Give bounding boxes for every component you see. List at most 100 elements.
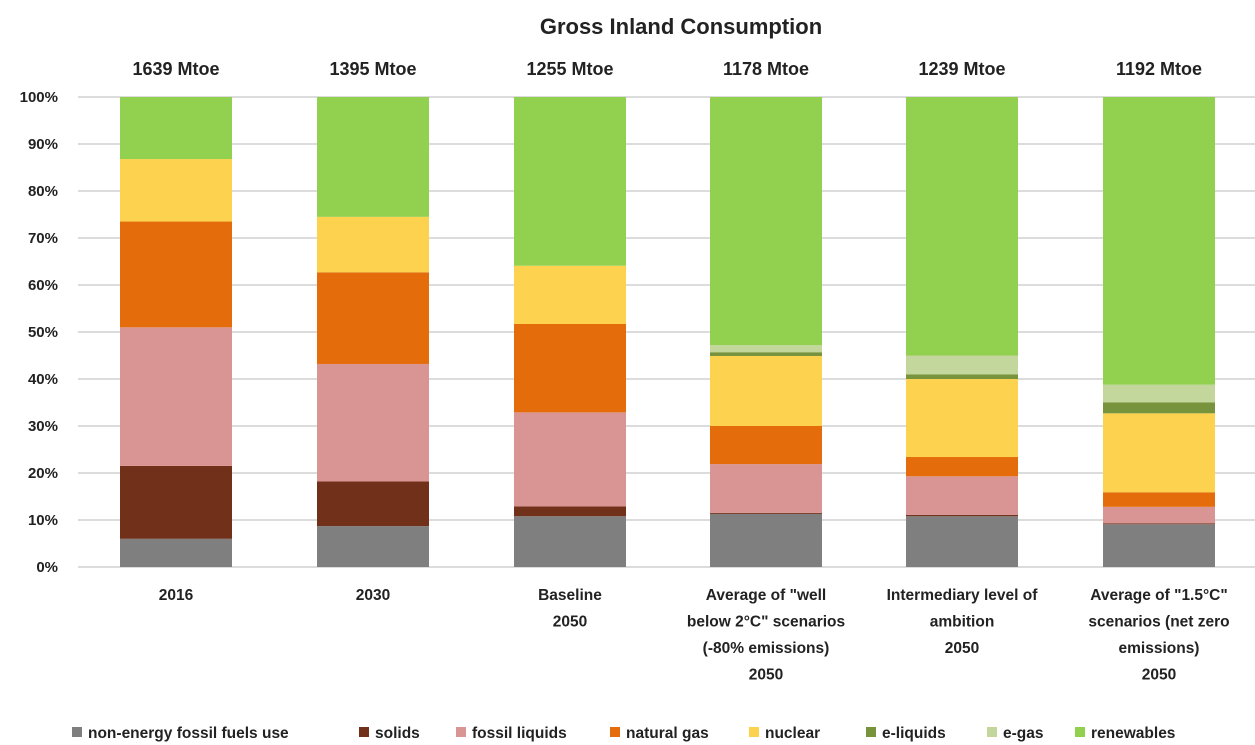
bar-totals: 1639 Mtoe 1395 Mtoe 1255 Mtoe 1178 Mtoe 1239…	[132, 59, 1202, 79]
legend-item: fossil liquids	[456, 725, 567, 742]
bar-segment	[710, 512, 822, 514]
legend-item: non-energy fossil fuels use	[72, 725, 289, 742]
legend-swatch	[866, 727, 876, 737]
bar-segment	[906, 514, 1018, 517]
bar-segment	[514, 265, 626, 325]
legend: non-energy fossil fuels use solids fossil …	[72, 725, 1175, 742]
x-category-label: 2016	[159, 587, 194, 604]
bar-segment	[710, 345, 822, 353]
bar-segment	[514, 506, 626, 517]
y-tick-label: 20%	[28, 465, 58, 482]
bar-segment	[906, 379, 1018, 458]
legend-swatch	[749, 727, 759, 737]
bar-total-label: 1639 Mtoe	[132, 59, 219, 79]
bar-stack	[120, 97, 232, 567]
legend-label: natural gas	[626, 725, 709, 742]
bar-segment	[906, 355, 1018, 375]
y-tick-label: 80%	[28, 183, 58, 200]
legend-label: e-liquids	[882, 725, 946, 742]
y-tick-label: 30%	[28, 418, 58, 435]
legend-label: solids	[375, 725, 420, 742]
x-category-label: Baseline 2050	[538, 587, 602, 631]
bar-stack	[1103, 97, 1215, 567]
bar-segment	[120, 159, 232, 222]
legend-swatch	[610, 727, 620, 737]
bar-segment	[1103, 413, 1215, 493]
y-tick-label: 40%	[28, 371, 58, 388]
bar-segment	[317, 97, 429, 217]
bar-total-label: 1239 Mtoe	[918, 59, 1005, 79]
bar-segment	[906, 97, 1018, 356]
bar-segment	[1103, 402, 1215, 414]
legend-label: renewables	[1091, 725, 1175, 742]
legend-label: e-gas	[1003, 725, 1044, 742]
legend-swatch	[456, 727, 466, 737]
legend-label: non-energy fossil fuels use	[88, 725, 289, 742]
y-tick-label: 0%	[36, 559, 58, 576]
y-tick-label: 90%	[28, 136, 58, 153]
bar-segment	[710, 355, 822, 426]
bar-segment	[120, 221, 232, 328]
legend-swatch	[72, 727, 82, 737]
bar-segment	[514, 516, 626, 567]
bar-segment	[710, 426, 822, 465]
x-category-label: Average of "1.5°C" scenarios (net zero emi…	[1088, 587, 1229, 684]
bar-stack	[710, 97, 822, 567]
bar-segment	[710, 352, 822, 356]
bar-stack	[317, 97, 429, 567]
bar-segment	[120, 465, 232, 539]
bar-segment	[710, 464, 822, 513]
legend-item: natural gas	[610, 725, 709, 742]
bar-segment	[317, 216, 429, 273]
bar-segment	[1103, 524, 1215, 567]
bar-segment	[317, 526, 429, 567]
legend-item: renewables	[1075, 725, 1175, 742]
bar-segment	[120, 538, 232, 567]
bar-segment	[514, 97, 626, 266]
y-tick-label: 10%	[28, 512, 58, 529]
legend-swatch	[1075, 727, 1085, 737]
legend-swatch	[987, 727, 997, 737]
bar-segment	[710, 97, 822, 346]
bar-segment	[317, 481, 429, 527]
bar-segment	[317, 363, 429, 482]
legend-item: e-liquids	[866, 725, 946, 742]
y-tick-label: 60%	[28, 277, 58, 294]
bar-segment	[317, 272, 429, 364]
bar-segment	[906, 516, 1018, 567]
bar-segment	[120, 97, 232, 160]
bars	[120, 97, 1215, 567]
bar-total-label: 1395 Mtoe	[329, 59, 416, 79]
y-tick-label: 100%	[20, 89, 58, 106]
y-tick-label: 50%	[28, 324, 58, 341]
x-category-label: 2030	[356, 587, 390, 604]
y-tick-label: 70%	[28, 230, 58, 247]
gridlines	[78, 96, 1255, 568]
legend-item: solids	[359, 725, 420, 742]
bar-stack	[514, 97, 626, 567]
bar-segment	[1103, 97, 1215, 385]
bar-stack	[906, 97, 1018, 567]
bar-segment	[514, 412, 626, 507]
bar-segment	[1103, 492, 1215, 507]
bar-segment	[120, 327, 232, 466]
bar-segment	[906, 457, 1018, 477]
x-axis-categories: 2016 2030 Baseline 2050 Average of "well belo…	[159, 587, 1230, 684]
bar-segment	[1103, 506, 1215, 524]
x-category-label: Intermediary level of ambition 2050	[887, 587, 1039, 657]
x-category-label: Average of "well below 2°C" scenarios (-80…	[687, 587, 845, 684]
bar-segment	[906, 374, 1018, 379]
legend-swatch	[359, 727, 369, 737]
y-axis-ticks: 0% 10% 20% 30% 40% 50% 60% 70% 80% 90% 100%	[20, 89, 58, 576]
bar-segment	[1103, 523, 1215, 525]
bar-segment	[710, 513, 822, 567]
legend-label: nuclear	[765, 725, 820, 742]
bar-total-label: 1178 Mtoe	[723, 59, 809, 79]
chart-title: Gross Inland Consumption	[540, 14, 822, 39]
bar-segment	[1103, 384, 1215, 403]
bar-total-label: 1192 Mtoe	[1116, 59, 1202, 79]
bar-segment	[906, 476, 1018, 515]
legend-item: nuclear	[749, 725, 820, 742]
